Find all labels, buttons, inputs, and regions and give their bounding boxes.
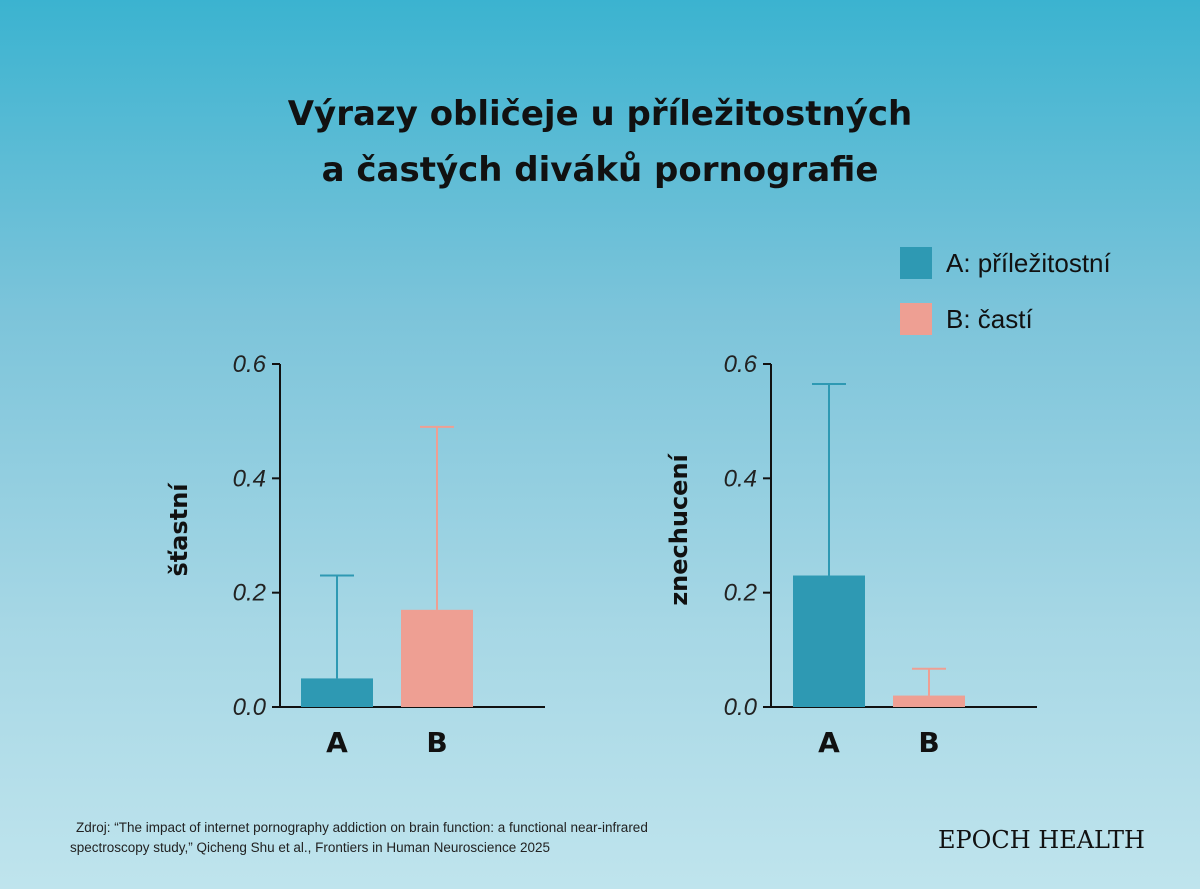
legend-swatch-a [900,247,932,279]
category-label-B: B [918,726,939,759]
y-tick-label: 0.6 [724,351,758,378]
source-line-2: spectroscopy study,” Qicheng Shu et al.,… [70,840,550,855]
y-tick-label: 0.2 [724,580,757,607]
category-label-B: B [426,726,447,759]
bar-A [301,678,373,707]
title-line-1: Výrazy obličeje u příležitostných [287,94,913,134]
chart-happy: 0.0 0.2 0.4 0.6 šťastní A B [165,351,545,759]
source-note: Zdroj: “The impact of internet pornograp… [70,818,710,858]
chart-disgust: 0.0 0.2 0.4 0.6 znechucení A B [665,351,1037,759]
legend: A: příležitostní B: častí [900,246,1111,358]
legend-item-b: B: častí [900,302,1111,336]
bar-B [893,695,965,707]
y-tick-label: 0.0 [724,694,758,721]
category-label-A: A [326,726,348,759]
bar-A [793,575,865,707]
y-tick-label: 0.0 [233,694,267,721]
y-tick-label: 0.6 [233,351,267,378]
y-tick-label: 0.2 [233,580,266,607]
bar-B [401,609,473,707]
y-tick-label: 0.4 [233,465,266,492]
legend-item-a: A: příležitostní [900,246,1111,280]
title-line-2: a častých diváků pornografie [321,150,879,190]
legend-swatch-b [900,303,932,335]
chart-title: Výrazy obličeje u příležitostných a čast… [0,86,1200,198]
brand-logo: EPOCH HEALTH [938,826,1145,854]
legend-label-a: A: příležitostní [946,247,1111,278]
category-label-A: A [818,726,840,759]
y-tick-label: 0.4 [724,465,757,492]
source-line-1: Zdroj: “The impact of internet pornograp… [76,820,648,835]
y-axis-label: šťastní [165,482,193,577]
legend-label-b: B: častí [946,303,1033,334]
y-axis-label: znechucení [665,452,693,605]
